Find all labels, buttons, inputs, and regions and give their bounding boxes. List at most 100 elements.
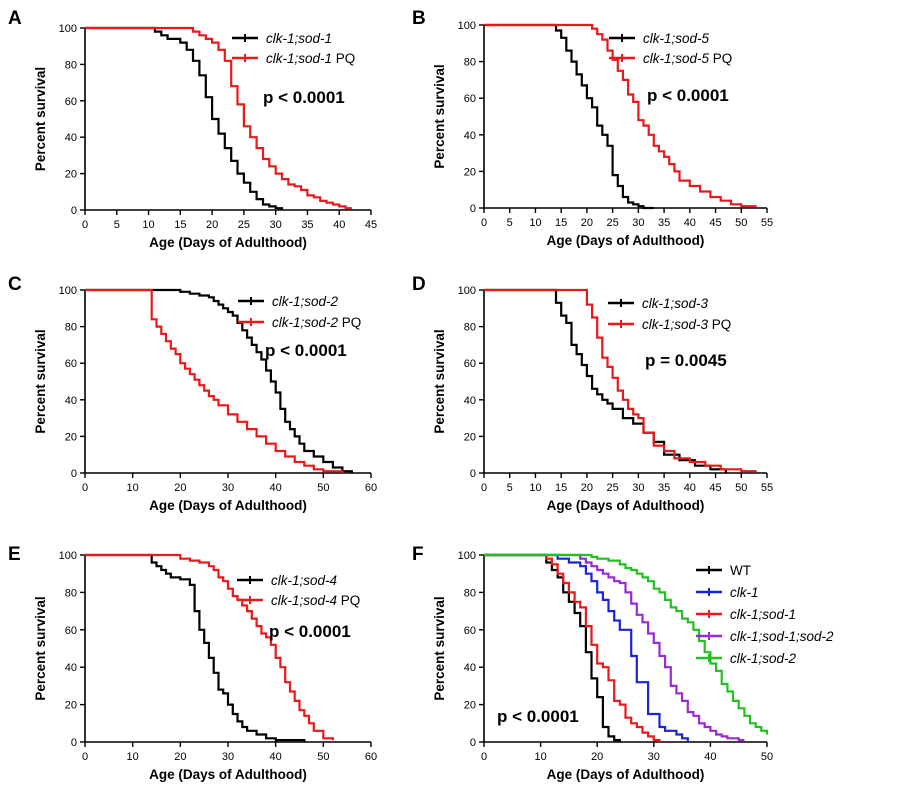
legend-label: clk-1;sod-2 PQ xyxy=(272,315,361,330)
x-tick-label: 35 xyxy=(658,482,670,494)
y-tick-label: 40 xyxy=(464,395,476,407)
x-tick-label: 0 xyxy=(82,751,88,763)
panel-letter: C xyxy=(8,274,22,295)
x-axis-title: Age (Days of Adulthood) xyxy=(547,767,705,782)
legend-label: clk-1;sod-5 xyxy=(643,31,710,46)
x-tick-label: 5 xyxy=(507,217,513,229)
x-tick-label: 20 xyxy=(581,217,593,229)
survival-curve-1 xyxy=(85,288,353,473)
x-tick-label: 35 xyxy=(301,219,313,231)
y-tick-label: 20 xyxy=(65,431,77,443)
x-tick-label: 50 xyxy=(317,482,329,494)
y-tick-label: 20 xyxy=(464,431,476,443)
y-tick-label: 80 xyxy=(464,57,476,69)
x-tick-label: 10 xyxy=(529,482,541,494)
x-tick-label: 0 xyxy=(481,217,487,229)
p-value-annotation: p = 0.0045 xyxy=(645,351,727,370)
survival-curve-2 xyxy=(484,23,757,208)
p-value-annotation: p < 0.0001 xyxy=(265,341,347,360)
x-tick-label: 30 xyxy=(648,751,660,763)
x-tick-label: 0 xyxy=(481,751,487,763)
x-tick-label: 0 xyxy=(481,482,487,494)
x-axis-title: Age (Days of Adulthood) xyxy=(547,498,705,513)
y-tick-label: 0 xyxy=(71,205,77,217)
y-tick-label: 100 xyxy=(59,285,77,297)
x-tick-label: 20 xyxy=(174,482,186,494)
x-tick-label: 45 xyxy=(365,219,377,231)
y-tick-label: 80 xyxy=(464,587,476,599)
y-tick-label: 60 xyxy=(464,93,476,105)
x-tick-label: 15 xyxy=(174,219,186,231)
y-tick-label: 20 xyxy=(65,169,77,181)
x-tick-label: 15 xyxy=(555,482,567,494)
legend-label: clk-1;sod-2 xyxy=(272,294,339,309)
legend-label: clk-1;sod-4 PQ xyxy=(271,593,360,608)
y-tick-label: 80 xyxy=(65,587,77,599)
legend-label: WT xyxy=(730,563,751,578)
survival-curve-2 xyxy=(484,553,689,742)
panel-a: A 0 20 40 60 80 100 0 5 10 15 20 25 30 35 40 45 Age (Days… xyxy=(8,8,377,250)
x-tick-label: 20 xyxy=(591,751,603,763)
x-tick-label: 10 xyxy=(127,751,139,763)
survival-curve-1 xyxy=(484,23,654,210)
x-tick-label: 30 xyxy=(222,751,234,763)
x-tick-label: 30 xyxy=(270,219,282,231)
y-tick-label: 60 xyxy=(464,625,476,637)
y-tick-label: 0 xyxy=(470,737,476,749)
y-tick-label: 60 xyxy=(65,96,77,108)
survival-curve-2 xyxy=(85,553,334,741)
y-axis-title: Percent survival xyxy=(33,329,48,433)
y-tick-label: 20 xyxy=(464,700,476,712)
y-tick-label: 0 xyxy=(71,468,77,480)
survival-curve-3 xyxy=(484,553,661,742)
y-tick-label: 0 xyxy=(470,203,476,215)
x-tick-label: 40 xyxy=(270,751,282,763)
legend-label: clk-1;sod-2 xyxy=(730,651,797,666)
survival-curve-2 xyxy=(85,26,352,210)
x-tick-label: 0 xyxy=(82,482,88,494)
x-tick-label: 60 xyxy=(365,751,377,763)
y-tick-label: 100 xyxy=(59,23,77,35)
y-axis-title: Percent survival xyxy=(432,329,447,433)
legend-label: clk-1;sod-1;sod-2 xyxy=(730,629,834,644)
survival-curve-4 xyxy=(484,553,745,742)
survival-curve-5 xyxy=(484,553,769,735)
x-tick-label: 50 xyxy=(735,217,747,229)
y-tick-label: 40 xyxy=(464,130,476,142)
y-tick-label: 100 xyxy=(458,285,476,297)
x-axis-title: Age (Days of Adulthood) xyxy=(149,235,307,250)
panel-b: B 0 20 40 60 80 100 0 5 10 15 20 25 30 35 40 45 50 55 Age (… xyxy=(412,8,773,248)
y-tick-label: 80 xyxy=(65,59,77,71)
panel-f: F 0 20 40 60 80 100 0 10 20 30 40 50 Age (Days of Adu… xyxy=(412,544,834,782)
x-tick-label: 50 xyxy=(761,751,773,763)
y-tick-label: 80 xyxy=(65,322,77,334)
x-tick-label: 40 xyxy=(333,219,345,231)
panel-d: D 0 20 40 60 80 100 0 5 10 15 20 25 30 35 40 45 50 55 Age (… xyxy=(412,274,773,513)
panel-letter: F xyxy=(412,544,424,565)
x-tick-label: 0 xyxy=(82,219,88,231)
survival-curve-1 xyxy=(484,553,621,742)
y-tick-label: 0 xyxy=(470,468,476,480)
survival-curve-2 xyxy=(484,288,757,473)
p-value-annotation: p < 0.0001 xyxy=(263,88,345,107)
x-axis-title: Age (Days of Adulthood) xyxy=(149,767,307,782)
panel-letter: E xyxy=(8,544,21,565)
y-axis-title: Percent survival xyxy=(432,596,447,700)
legend-label: clk-1;sod-3 PQ xyxy=(642,317,731,332)
y-tick-label: 40 xyxy=(464,662,476,674)
y-axis-title: Percent survival xyxy=(432,64,447,168)
x-tick-label: 20 xyxy=(206,219,218,231)
x-tick-label: 10 xyxy=(534,751,546,763)
survival-curve-1 xyxy=(85,553,306,742)
p-value-annotation: p < 0.0001 xyxy=(497,707,579,726)
x-tick-label: 5 xyxy=(507,482,513,494)
x-tick-label: 30 xyxy=(632,482,644,494)
x-tick-label: 55 xyxy=(761,482,773,494)
x-tick-label: 30 xyxy=(632,217,644,229)
legend-label: clk-1;sod-4 xyxy=(271,573,337,588)
panel-letter: D xyxy=(412,274,426,295)
y-tick-label: 80 xyxy=(464,322,476,334)
y-tick-label: 20 xyxy=(464,166,476,178)
panel-e: E 0 20 40 60 80 100 0 10 20 30 40 50 60 Age (Days of A… xyxy=(8,544,377,782)
x-tick-label: 35 xyxy=(658,217,670,229)
